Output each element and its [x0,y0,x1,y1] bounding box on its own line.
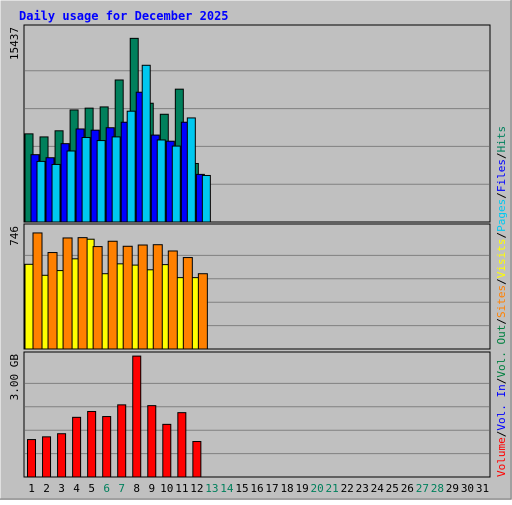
panel-visits-sites: 746 [8,223,491,350]
chart-title: Daily usage for December 2025 [19,9,229,23]
panel-frame [23,24,491,223]
bar-volume [192,441,202,478]
bar-volume [162,423,172,478]
right-axis-part: Volume [495,437,508,477]
right-axis-part: / [495,318,508,325]
x-tick-label: 1 [28,482,35,495]
panel-frame [23,223,491,350]
x-tick-label: 12 [190,482,203,495]
bar-sites [152,244,163,350]
x-tick-label: 11 [175,482,188,495]
bar-volume [132,355,142,478]
right-axis-part: / [495,278,508,285]
x-tick-label: 30 [461,482,474,495]
right-axis-part: Vol. Out [495,325,508,378]
bar-pages [66,150,76,223]
bar-volume [177,412,187,478]
right-axis-part: Sites [495,285,508,318]
bar-volume [57,433,67,478]
x-tick-label: 7 [118,482,125,495]
right-axis-part: / [495,378,508,385]
x-tick-label: 29 [446,482,459,495]
bar-sites [32,232,43,350]
right-axis-part: / [495,232,508,239]
bar-volume [147,405,157,478]
x-axis: 1 2 3 4 5 6 7 8 9 10 11 12 13 14 15 16 17 18 19 20 21 22 23 24 2… [28,482,489,495]
right-axis-part: / [495,152,508,159]
x-tick-label: 16 [250,482,263,495]
bar-volume [102,416,112,478]
bar-sites [77,237,88,350]
bar-sites [107,240,118,350]
bar-sites [137,244,148,350]
bar-sites [167,250,178,350]
x-tick-label: 5 [88,482,95,495]
x-tick-label: 25 [386,482,399,495]
right-axis-part: Visits [495,239,508,279]
bar-pages [96,140,106,223]
panel-volume: 3.00 GB [8,351,491,478]
right-axis-part: Pages [495,199,508,232]
bar-pages [171,145,181,223]
x-tick-label: 26 [401,482,414,495]
x-tick-label: 15 [235,482,248,495]
right-axis-part: Files [495,159,508,192]
bar-pages [51,163,61,223]
bar-pages [156,139,166,223]
right-axis-part: / [495,192,508,199]
bar-volume [42,436,52,478]
x-tick-label: 21 [326,482,339,495]
x-tick-label: 9 [148,482,155,495]
x-tick-label: 17 [265,482,278,495]
x-tick-label: 8 [133,482,140,495]
bar-sites [197,273,208,350]
bar-sites [47,252,58,350]
bar-sites [122,245,133,350]
bar-pages [141,64,151,223]
y-max-label: 15437 [8,27,21,60]
x-tick-label: 22 [341,482,354,495]
bar-pages [186,117,196,223]
x-tick-label: 31 [476,482,489,495]
bar-sites [62,237,73,350]
bar-volume [87,410,97,478]
y-max-label: 3.00 GB [8,354,21,401]
x-tick-label: 24 [371,482,385,495]
panel-frame [23,351,491,478]
bar-sites [182,257,193,350]
bar-pages [126,110,136,223]
x-tick-label: 4 [73,482,80,495]
x-tick-label: 28 [431,482,444,495]
x-tick-label: 10 [160,482,173,495]
x-tick-label: 27 [416,482,429,495]
x-tick-label: 2 [43,482,50,495]
bar-sites [92,246,103,350]
bar-volume [72,416,82,478]
bar-pages [111,136,121,223]
x-tick-label: 18 [280,482,293,495]
x-tick-label: 13 [205,482,218,495]
x-tick-label: 20 [311,482,324,495]
y-max-label: 746 [8,226,21,246]
x-tick-label: 23 [356,482,369,495]
x-tick-label: 3 [58,482,65,495]
bar-pages [81,137,91,223]
x-tick-label: 19 [295,482,308,495]
right-axis-label: Volume/Vol. In/Vol. Out/Sites/Visits/Pag… [495,126,508,477]
bar-pages [36,160,46,223]
panel-hits-files-pages: 15437 [8,24,491,223]
bar-volume [27,439,37,478]
right-axis-part: Hits [495,126,508,153]
bar-volume [117,404,127,478]
right-axis-part: / [495,431,508,438]
x-tick-label: 6 [103,482,110,495]
x-tick-label: 14 [220,482,234,495]
right-axis-part: Vol. In [495,384,508,430]
bar-pages [201,174,211,223]
chart-panels: 15437 746 3.00 GB [8,24,491,478]
